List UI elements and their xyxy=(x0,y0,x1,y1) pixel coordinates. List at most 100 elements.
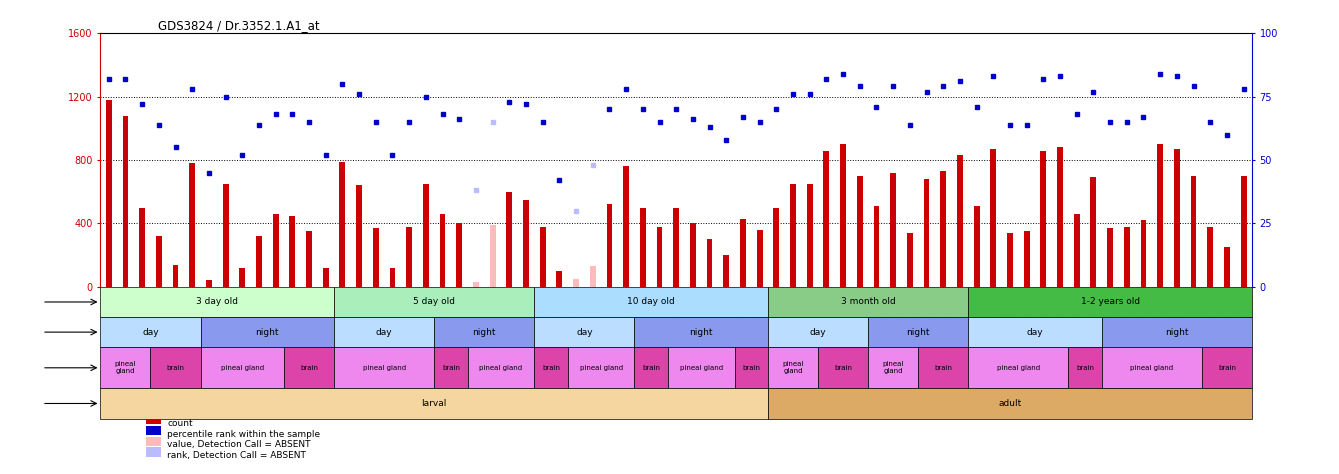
Bar xyxy=(273,214,279,287)
Bar xyxy=(390,268,395,287)
Bar xyxy=(1102,347,1202,388)
Bar xyxy=(1074,214,1079,287)
Text: count: count xyxy=(167,419,193,428)
Bar xyxy=(473,282,479,287)
Text: pineal gland: pineal gland xyxy=(996,365,1040,371)
Text: adult: adult xyxy=(999,399,1022,408)
Text: brain: brain xyxy=(935,365,952,371)
Bar xyxy=(968,317,1102,347)
Bar xyxy=(919,347,968,388)
Text: pineal gland: pineal gland xyxy=(479,365,522,371)
Bar xyxy=(146,415,162,424)
Bar xyxy=(323,268,328,287)
Bar xyxy=(973,206,980,287)
Text: brain: brain xyxy=(442,365,459,371)
Text: pineal
gland: pineal gland xyxy=(882,361,904,374)
Bar xyxy=(340,162,345,287)
Text: night: night xyxy=(907,328,929,337)
Bar xyxy=(1224,247,1229,287)
Bar xyxy=(968,287,1252,317)
Bar xyxy=(807,184,813,287)
Bar xyxy=(506,192,513,287)
Bar xyxy=(674,208,679,287)
Bar xyxy=(434,317,534,347)
Bar xyxy=(769,347,818,388)
Text: 1-2 years old: 1-2 years old xyxy=(1081,298,1139,307)
Bar xyxy=(540,227,545,287)
Text: 5 day old: 5 day old xyxy=(414,298,455,307)
Bar xyxy=(1174,149,1180,287)
Bar xyxy=(774,208,779,287)
Bar xyxy=(1157,144,1164,287)
Bar xyxy=(557,271,562,287)
Bar xyxy=(769,287,968,317)
Bar xyxy=(467,347,534,388)
Bar xyxy=(100,347,150,388)
Bar xyxy=(623,166,629,287)
Bar xyxy=(201,317,333,347)
Bar xyxy=(568,347,635,388)
Bar xyxy=(534,347,568,388)
Bar xyxy=(173,264,178,287)
Text: day: day xyxy=(376,328,392,337)
Bar xyxy=(146,437,162,446)
Bar xyxy=(256,236,262,287)
Bar xyxy=(991,149,996,287)
Bar xyxy=(524,200,529,287)
Bar xyxy=(150,347,201,388)
Bar xyxy=(146,447,162,456)
Bar xyxy=(735,347,769,388)
Bar xyxy=(1123,227,1130,287)
Bar xyxy=(423,184,428,287)
Text: day: day xyxy=(142,328,159,337)
Bar xyxy=(723,255,730,287)
Bar xyxy=(668,347,735,388)
Text: larval: larval xyxy=(422,399,447,408)
Bar xyxy=(757,230,763,287)
Bar xyxy=(100,287,333,317)
Text: rank, Detection Call = ABSENT: rank, Detection Call = ABSENT xyxy=(167,451,307,460)
Text: day: day xyxy=(576,328,593,337)
Bar xyxy=(857,176,862,287)
Bar xyxy=(940,171,947,287)
Bar xyxy=(1024,231,1030,287)
Text: brain: brain xyxy=(542,365,560,371)
Bar xyxy=(100,388,769,419)
Bar xyxy=(640,208,645,287)
Bar xyxy=(189,163,195,287)
Bar xyxy=(1102,317,1252,347)
Text: 10 day old: 10 day old xyxy=(627,298,675,307)
Bar xyxy=(222,184,229,287)
Bar xyxy=(868,347,919,388)
Bar xyxy=(333,287,534,317)
Text: night: night xyxy=(473,328,495,337)
Bar xyxy=(1202,347,1252,388)
Bar xyxy=(372,228,379,287)
Bar xyxy=(201,347,284,388)
Text: pineal
gland: pineal gland xyxy=(782,361,803,374)
Bar xyxy=(1241,176,1247,287)
Bar xyxy=(434,347,467,388)
Bar xyxy=(1141,220,1146,287)
Bar xyxy=(607,204,612,287)
Bar xyxy=(406,227,412,287)
Text: brain: brain xyxy=(1218,365,1236,371)
Text: pineal gland: pineal gland xyxy=(221,365,264,371)
Bar xyxy=(968,347,1069,388)
Text: brain: brain xyxy=(166,365,185,371)
Text: day: day xyxy=(1027,328,1043,337)
Text: brain: brain xyxy=(643,365,660,371)
Bar xyxy=(590,266,596,287)
Bar xyxy=(740,219,746,287)
Bar xyxy=(206,280,212,287)
Text: 3 day old: 3 day old xyxy=(197,298,238,307)
Bar xyxy=(769,388,1252,419)
Bar xyxy=(924,179,929,287)
Text: pineal gland: pineal gland xyxy=(363,365,406,371)
Text: pineal
gland: pineal gland xyxy=(115,361,137,374)
Bar xyxy=(146,426,162,435)
Bar xyxy=(439,214,446,287)
Text: value, Detection Call = ABSENT: value, Detection Call = ABSENT xyxy=(167,440,311,449)
Bar xyxy=(284,347,333,388)
Bar xyxy=(139,208,145,287)
